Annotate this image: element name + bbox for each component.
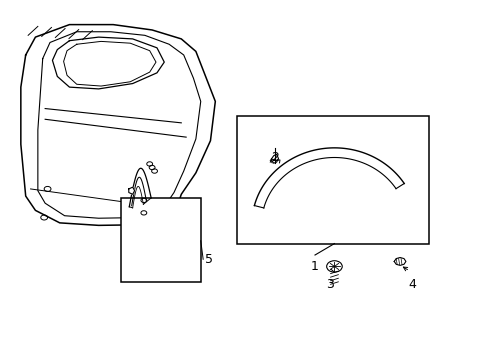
Polygon shape — [271, 154, 278, 163]
Text: 1: 1 — [310, 260, 318, 273]
Bar — [237, 116, 428, 244]
Polygon shape — [128, 187, 134, 194]
Text: 2: 2 — [270, 151, 278, 164]
Polygon shape — [393, 257, 405, 265]
Text: 4: 4 — [407, 278, 415, 291]
Bar — [120, 198, 201, 282]
Text: 5: 5 — [204, 253, 212, 266]
Text: 3: 3 — [325, 278, 333, 291]
